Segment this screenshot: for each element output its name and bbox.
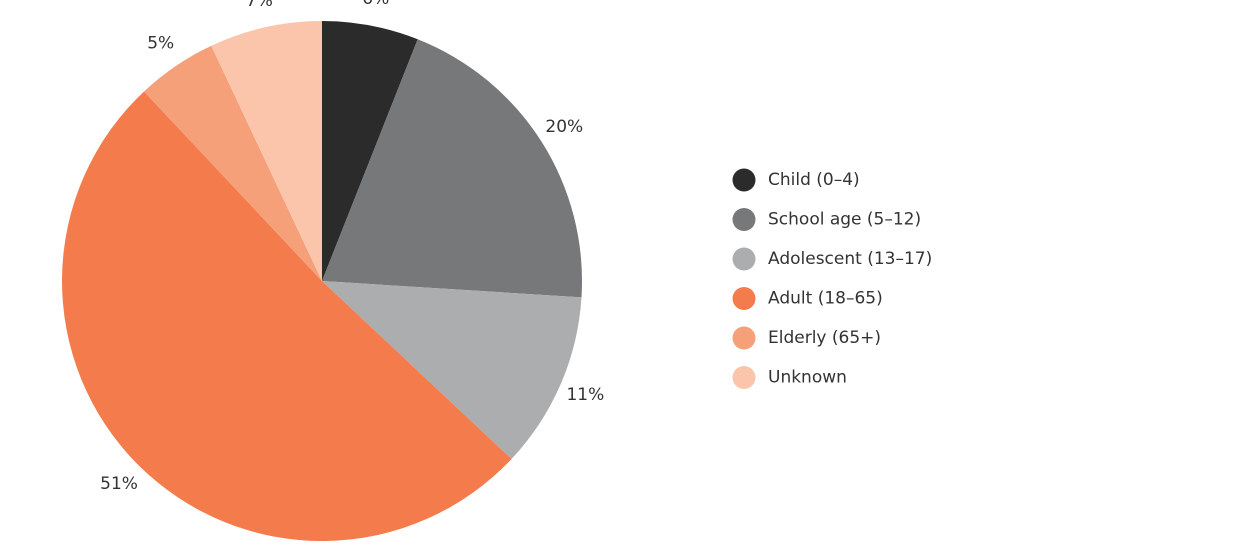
data-label: 6% (362, 0, 389, 9)
legend-label: Adult (18–65) (768, 289, 883, 309)
data-label: 20% (545, 117, 583, 137)
legend-swatch (732, 366, 756, 389)
pie-slice (144, 45, 322, 281)
data-label: 51% (100, 474, 138, 494)
data-label: 5% (147, 34, 174, 54)
pie-slice (322, 39, 582, 298)
data-label: 7% (246, 0, 273, 11)
pie-slice (322, 21, 418, 281)
legend-swatch (732, 208, 756, 231)
legend-label: School age (5–12) (768, 210, 921, 230)
legend-label: Adolescent (13–17) (768, 249, 932, 269)
pie-slice (61, 91, 512, 542)
legend-label: Elderly (65+) (768, 328, 881, 348)
pie-slice (322, 281, 582, 459)
legend-swatch (732, 326, 756, 350)
legend-swatch (732, 287, 756, 310)
legend-label: Unknown (768, 368, 847, 388)
legend-swatch (732, 247, 756, 271)
data-label: 11% (566, 385, 604, 405)
legend-label: Child (0–4) (768, 170, 860, 190)
pie-slice (211, 21, 322, 281)
legend-swatch (732, 168, 756, 192)
